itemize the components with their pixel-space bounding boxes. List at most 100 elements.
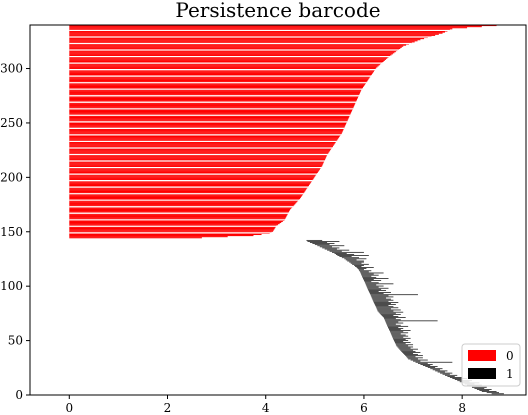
- dim0-bar: [69, 28, 453, 30]
- dim1-bar: [360, 272, 384, 274]
- x-tick-label: 6: [360, 401, 368, 415]
- dim1-bar: [380, 313, 401, 315]
- dim1-bar: [388, 329, 401, 330]
- dim1-bar: [378, 311, 404, 313]
- dim0-bar: [69, 151, 330, 153]
- dim1-bar: [329, 250, 342, 252]
- dim1-bar: [345, 259, 357, 261]
- dim1-bar: [365, 284, 377, 286]
- dim1-bar: [361, 274, 379, 276]
- dim1-bar: [335, 254, 355, 255]
- dim1-bar: [379, 312, 396, 314]
- dim1-bar: [398, 347, 411, 349]
- y-tick-label: 0: [15, 388, 23, 402]
- dim0-bar: [69, 178, 314, 180]
- x-tick-label: 2: [164, 401, 172, 415]
- dim1-bar: [347, 260, 364, 262]
- y-tick-label: 200: [0, 170, 23, 184]
- dim1-bar: [420, 364, 433, 365]
- dim1-bar: [349, 261, 364, 263]
- dim0-bar: [69, 73, 372, 76]
- dim1-bar: [383, 317, 406, 318]
- dim1-bar: [382, 316, 399, 317]
- dim1-bar: [394, 341, 404, 342]
- dim0-bar: [69, 53, 393, 55]
- dim0-bar: [69, 34, 436, 36]
- dim1-bar: [402, 352, 421, 353]
- dim1-bar: [405, 355, 423, 357]
- dim1-bar: [322, 247, 340, 249]
- dim1-bar: [360, 273, 374, 275]
- dim1-bar: [362, 276, 377, 278]
- dim0-bar: [69, 196, 301, 199]
- dim1-bar: [369, 292, 391, 293]
- dim0-bar: [69, 110, 352, 113]
- dim1-bar: [376, 307, 399, 309]
- dim0-bar: [69, 96, 359, 98]
- bars-layer: [69, 25, 504, 395]
- chart-title: Persistence barcode: [175, 0, 380, 22]
- dim0-bar: [69, 105, 355, 107]
- dim1-bar: [363, 280, 382, 281]
- dim1-bar: [391, 335, 409, 337]
- dim1-bar: [363, 279, 374, 280]
- dim0-bar: [69, 125, 346, 127]
- dim1-bar: [375, 305, 389, 306]
- dim1-bar: [384, 318, 396, 320]
- dim0-bar: [69, 79, 369, 81]
- dim1-bar: [360, 271, 369, 273]
- dim1-bar: [374, 304, 396, 305]
- dim1-bar: [417, 362, 428, 364]
- dim0-bar: [69, 164, 323, 166]
- dim1-bar: [306, 239, 323, 241]
- dim0-bar: [69, 109, 353, 111]
- dim0-bar: [69, 67, 377, 69]
- dim1-bar: [486, 392, 499, 394]
- dim0-bar: [69, 54, 392, 56]
- dim0-bar: [69, 211, 290, 213]
- y-tick-label: 250: [0, 116, 23, 130]
- y-tick-label: 100: [0, 279, 23, 293]
- dim1-bar: [359, 270, 372, 272]
- dim1-bar: [393, 340, 409, 341]
- dim0-bar: [69, 207, 292, 209]
- dim1-bar: [401, 350, 416, 352]
- dim0-bar: [69, 57, 388, 59]
- dim0-bar: [69, 152, 329, 154]
- dim0-bar: [69, 202, 297, 204]
- dim0-bar: [69, 26, 482, 28]
- dim0-bar: [69, 66, 378, 68]
- dim0-bar: [69, 65, 379, 67]
- dim0-bar: [69, 228, 275, 230]
- dim0-bar: [69, 204, 295, 206]
- dim0-bar: [69, 106, 354, 108]
- dim0-bar: [69, 87, 363, 89]
- dim1-bar: [444, 374, 458, 376]
- dim0-bar: [69, 137, 339, 139]
- dim0-bar: [69, 188, 307, 190]
- dim0-bar: [69, 139, 338, 141]
- dim0-bar: [69, 215, 287, 217]
- dim1-bar: [454, 379, 463, 380]
- dim0-bar: [69, 119, 348, 121]
- dim0-bar: [69, 31, 445, 33]
- dim1-bar: [392, 336, 404, 338]
- dim1-bar: [403, 353, 414, 354]
- dim1-bar: [375, 306, 394, 308]
- dim0-bar: [69, 171, 318, 173]
- dim1-bar: [334, 253, 347, 254]
- dim1-bar: [344, 258, 367, 260]
- axes-layer: 0 2 4 6 8 0 50 100 150 200 250 300: [0, 24, 527, 415]
- dim0-bar: [69, 142, 336, 144]
- dim1-bar: [406, 356, 416, 358]
- dim0-bar: [69, 39, 421, 41]
- dim0-bar: [69, 155, 327, 157]
- dim1-bar: [319, 246, 333, 248]
- dim1-bar: [366, 285, 384, 287]
- dim1-bar: [374, 303, 391, 304]
- dim1-bar: [476, 389, 492, 390]
- dim0-bar: [69, 103, 356, 105]
- dim0-bar: [69, 162, 324, 164]
- y-tick-label: 50: [8, 334, 23, 348]
- dim0-bar: [69, 177, 315, 179]
